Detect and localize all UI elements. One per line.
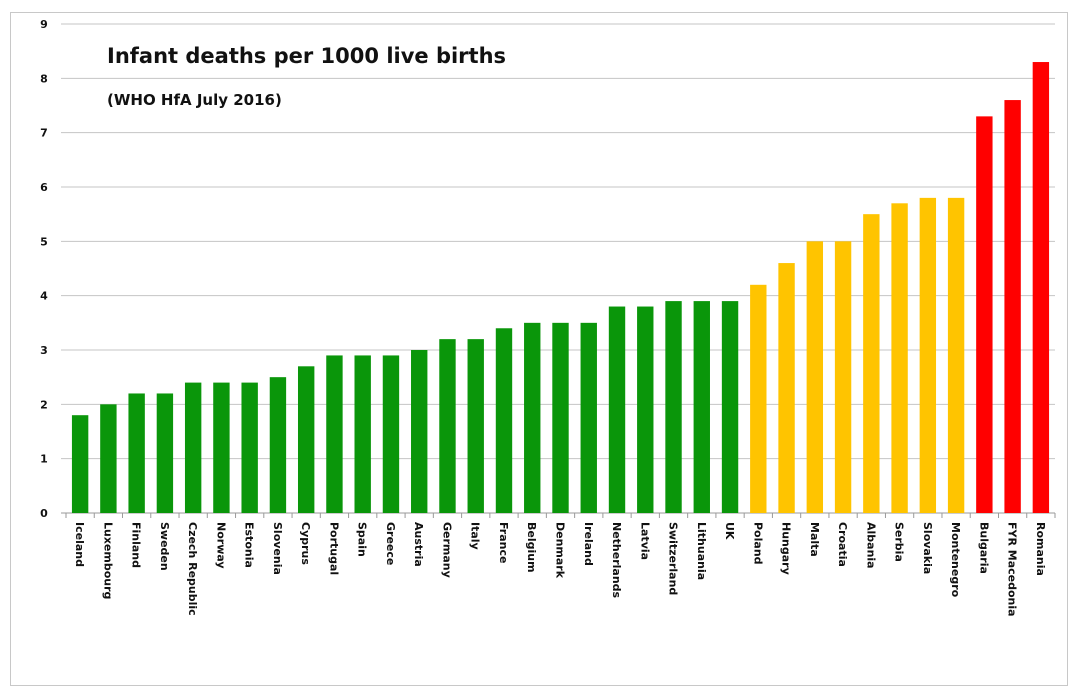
x-tick-label: France — [497, 522, 510, 563]
bar-czech-republic — [184, 382, 202, 513]
x-tick-label: Montenegro — [949, 522, 962, 598]
x-tick-label: Serbia — [893, 522, 906, 562]
bar-cyprus — [297, 366, 315, 513]
bar-poland — [750, 284, 767, 513]
x-tick-label: Slovenia — [271, 522, 284, 575]
x-tick-label: Ireland — [582, 522, 595, 566]
bar-italy — [467, 339, 484, 513]
y-tick-label: 9 — [40, 18, 48, 31]
x-tick-label: Finland — [130, 522, 143, 568]
bar-belgium — [524, 322, 541, 513]
x-axis — [65, 513, 1056, 518]
y-tick-label: 7 — [40, 127, 48, 140]
bar-ireland — [580, 322, 597, 513]
bar-lithuania — [693, 301, 710, 513]
x-tick-label: Luxembourg — [101, 522, 114, 599]
x-tick-label: Bulgaria — [977, 522, 990, 574]
x-tick-label: Romania — [1034, 522, 1047, 576]
x-tick-label: FYR Macedonia — [1006, 522, 1019, 617]
bars — [71, 62, 1050, 514]
chart-frame — [10, 12, 1068, 686]
bar-greece — [382, 355, 400, 513]
x-tick-label: Estonia — [243, 522, 256, 568]
x-tick-label: Spain — [356, 522, 369, 557]
x-tick-label: Malta — [808, 522, 821, 557]
bar-spain — [354, 355, 371, 513]
chart-title: Infant deaths per 1000 live births — [107, 44, 506, 68]
x-tick-label: UK — [723, 522, 736, 540]
y-tick-label: 6 — [40, 181, 48, 194]
bar-albania — [863, 214, 880, 513]
x-tick-label: Latvia — [638, 522, 651, 560]
bar-sweden — [156, 393, 174, 513]
bar-slovakia — [919, 197, 937, 513]
x-tick-label: Poland — [751, 522, 764, 565]
bar-iceland — [71, 415, 89, 513]
x-tick-label: Slovakia — [921, 522, 934, 574]
bar-finland — [128, 393, 145, 513]
bar-uk — [721, 301, 739, 513]
gridlines — [61, 23, 1055, 514]
bar-malta — [806, 241, 824, 514]
x-tick-label: Croatia — [836, 522, 849, 567]
bar-switzerland — [665, 301, 682, 513]
x-tick-label: Lithuania — [695, 522, 708, 580]
y-tick-label: 5 — [40, 235, 48, 248]
x-tick-label: Austria — [412, 522, 425, 567]
bar-germany — [439, 339, 456, 513]
bar-norway — [213, 382, 230, 513]
bar-denmark — [552, 322, 569, 513]
y-tick-label: 3 — [40, 344, 48, 357]
x-tick-label: Norway — [214, 522, 227, 569]
x-tick-label: Czech Republic — [186, 522, 199, 616]
x-tick-label: Sweden — [158, 522, 171, 571]
x-tick-label: Portugal — [327, 522, 340, 575]
bar-serbia — [891, 203, 908, 514]
bar-bulgaria — [976, 116, 993, 513]
y-axis-ticks: 0 1 2 3 4 5 6 7 8 9 — [40, 18, 48, 520]
bar-estonia — [241, 382, 258, 513]
chart-subtitle: (WHO HfA July 2016) — [107, 91, 282, 109]
bar-montenegro — [947, 197, 965, 513]
bar-latvia — [637, 306, 654, 513]
y-tick-label: 4 — [40, 290, 48, 303]
y-tick-label: 1 — [40, 453, 48, 466]
bar-romania — [1032, 62, 1050, 514]
x-tick-label: Netherlands — [610, 522, 623, 599]
bar-fyr-macedonia — [1004, 100, 1021, 514]
bar-portugal — [326, 355, 343, 513]
bar-slovenia — [269, 377, 287, 513]
x-tick-label: Denmark — [554, 522, 567, 579]
bar-austria — [411, 350, 428, 513]
y-tick-label: 8 — [40, 72, 48, 85]
bar-netherlands — [608, 306, 626, 513]
bar-france — [495, 328, 513, 513]
bar-croatia — [834, 241, 852, 514]
y-tick-label: 2 — [40, 398, 48, 411]
x-tick-label: Greece — [384, 522, 397, 565]
x-tick-label: Italy — [469, 522, 482, 550]
y-tick-label: 0 — [40, 507, 48, 520]
x-tick-label: Iceland — [73, 522, 86, 567]
x-tick-label: Switzerland — [667, 522, 680, 595]
x-tick-label: Belgium — [525, 522, 538, 573]
x-tick-label: Germany — [440, 522, 453, 578]
x-axis-ticks: Iceland Luxembourg Finland Sweden Czech Repu… — [73, 522, 1047, 617]
x-tick-label: Albania — [864, 522, 877, 569]
x-tick-label: Cyprus — [299, 522, 312, 565]
bar-hungary — [778, 263, 795, 513]
x-tick-label: Hungary — [780, 522, 793, 575]
bar-luxembourg — [100, 404, 117, 513]
